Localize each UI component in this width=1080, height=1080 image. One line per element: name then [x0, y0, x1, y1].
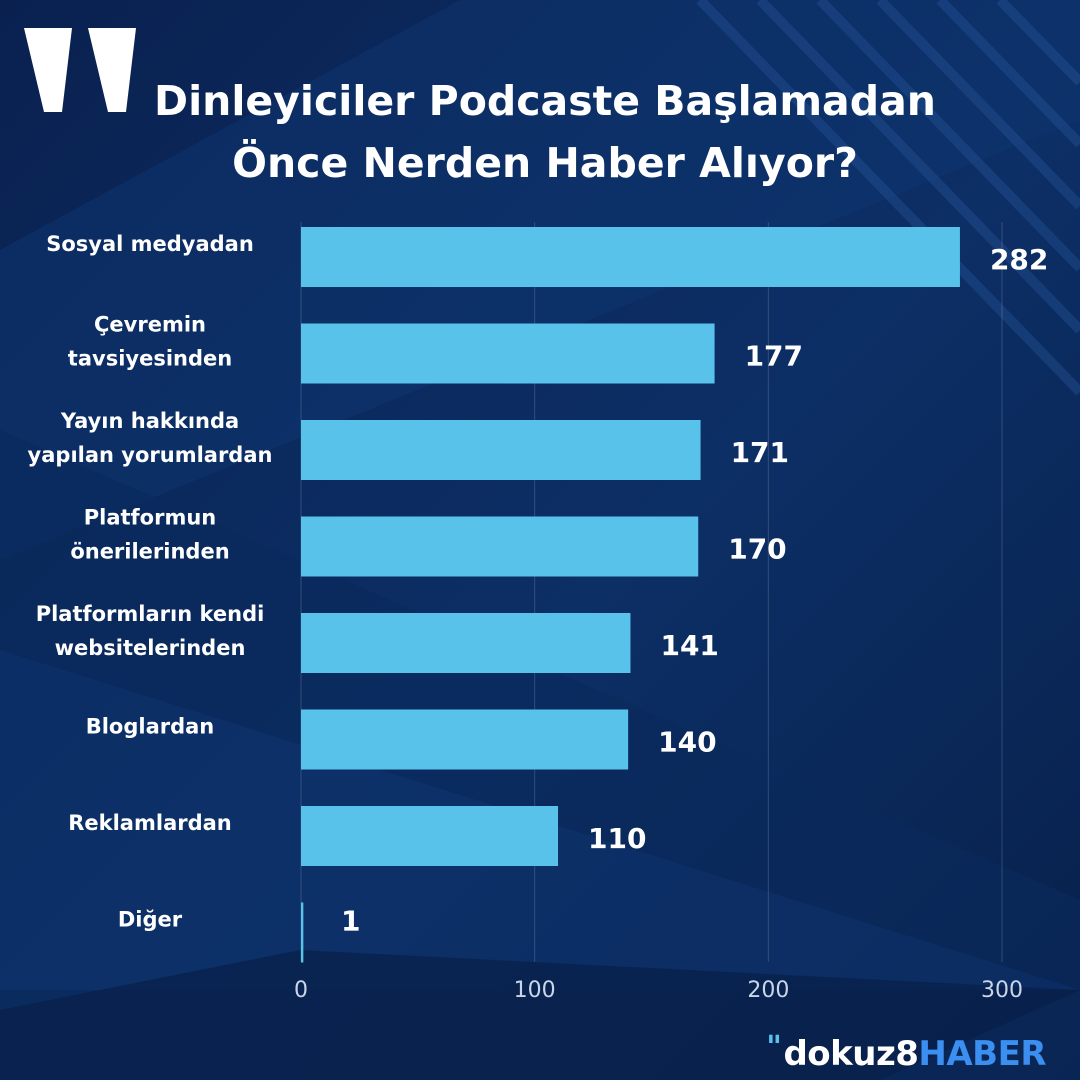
value-label: 170: [728, 533, 786, 566]
category-label: Yayın hakkında yapılan yorumlardan: [28, 409, 273, 467]
category-label: Diğer: [118, 908, 183, 932]
bar: [301, 709, 629, 770]
category-label: Reklamlardan: [68, 811, 232, 835]
category-label-line: Reklamlardan: [68, 811, 232, 835]
category-label-line: tavsiyesinden: [68, 347, 232, 371]
x-tick-label: 300: [981, 978, 1023, 1003]
title-line-2: Önce Nerden Haber Alıyor?: [232, 139, 858, 187]
x-tick-label: 0: [294, 978, 308, 1003]
category-label-line: yapılan yorumlardan: [28, 443, 273, 467]
brand-logo: "dokuz8HABER: [766, 1030, 1046, 1074]
x-axis-ticks: 0 100 200 300: [294, 978, 1023, 1003]
category-label-line: Sosyal medyadan: [46, 232, 254, 256]
category-label-line: Yayın hakkında: [60, 409, 239, 433]
category-label: Platformun önerilerinden: [70, 506, 229, 564]
bar: [301, 420, 701, 480]
category-label-line: Platformun: [84, 506, 217, 530]
category-label: Çevremin tavsiyesinden: [68, 313, 232, 371]
bar: [301, 227, 960, 287]
category-label: Bloglardan: [86, 715, 215, 739]
value-label: 282: [990, 243, 1048, 276]
value-label: 171: [731, 436, 789, 469]
value-labels: 282 177 171 170 141 140 110 1: [341, 243, 1048, 938]
bar: [301, 613, 631, 673]
bar: [301, 323, 715, 384]
category-label-line: Diğer: [118, 908, 183, 932]
value-label: 110: [588, 822, 646, 855]
bar: [301, 516, 699, 577]
title-line-1: Dinleyiciler Podcaste Başlamadan: [154, 77, 936, 125]
value-label: 141: [660, 629, 718, 662]
page-title: Dinleyiciler Podcaste Başlamadan Önce Ne…: [150, 70, 940, 194]
bar: [301, 806, 559, 866]
category-label-line: önerilerinden: [70, 540, 229, 564]
brand-quote: ": [766, 1030, 782, 1065]
bar: [301, 902, 304, 963]
category-label-line: Bloglardan: [86, 715, 215, 739]
x-tick-label: 100: [514, 978, 556, 1003]
bars: [301, 227, 960, 963]
category-label-line: Platformların kendi: [36, 602, 265, 626]
brand-part-1: dokuz8: [783, 1034, 919, 1074]
brand-part-2: HABER: [918, 1034, 1046, 1074]
category-labels: Sosyal medyadan Çevremin tavsiyesinden Yayı…: [28, 232, 273, 932]
value-label: 177: [745, 340, 803, 373]
value-label: 1: [341, 905, 360, 938]
value-label: 140: [658, 726, 716, 759]
category-label: Sosyal medyadan: [46, 232, 254, 256]
quote-mark-icon: [24, 28, 136, 112]
x-tick-label: 200: [747, 978, 789, 1003]
category-label-line: Çevremin: [94, 313, 206, 337]
category-label-line: websitelerinden: [55, 636, 246, 660]
category-label: Platformların kendi websitelerinden: [36, 602, 265, 660]
